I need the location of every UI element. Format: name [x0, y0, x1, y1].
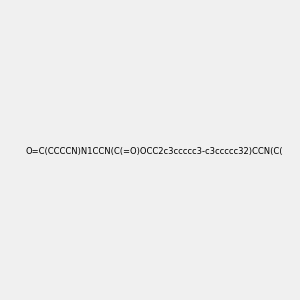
Text: O=C(CCCCN)N1CCN(C(=O)OCC2c3ccccc3-c3ccccc32)CCN(C(: O=C(CCCCN)N1CCN(C(=O)OCC2c3ccccc3-c3cccc… — [25, 147, 283, 156]
